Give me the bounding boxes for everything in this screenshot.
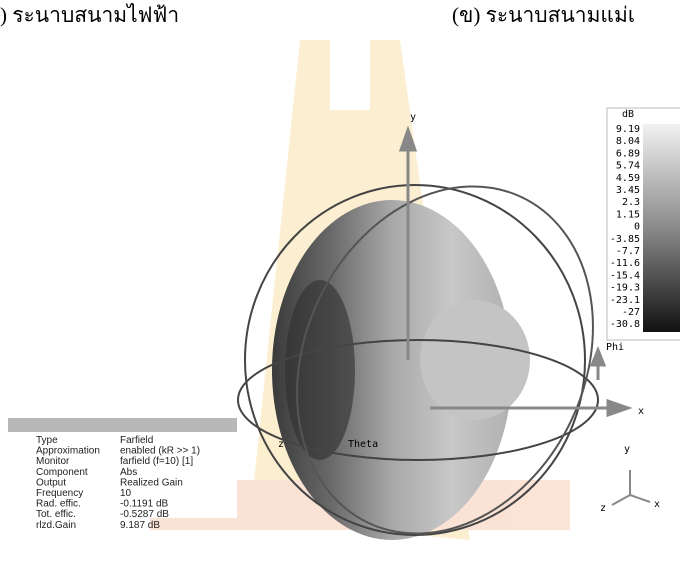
colorbar-label: 6.89 [616,148,640,159]
info-header [8,418,237,432]
colorbar-label: 1.15 [616,209,640,220]
axes [398,125,633,418]
colorbar-label: -15.4 [610,270,640,281]
info-value: Farfield [120,435,153,446]
colorbar-label: -11.6 [610,258,640,269]
info-value: enabled (kR >> 1) [120,446,200,457]
triad [611,470,651,506]
info-value: Abs [120,467,137,478]
colorbar-label: -27 [622,307,640,318]
caption: ) ระนาบสนามไฟฟ้า [0,3,179,27]
colorbar-label: -19.3 [610,283,640,294]
caption: (ข) ระนาบสนามแม่เ [452,3,635,27]
colorbar-label: 3.45 [616,185,640,196]
colorbar-label: 2.3 [622,197,640,208]
colorbar-label: -23.1 [610,295,640,306]
colorbar-label: 9.19 [616,124,640,135]
triad-label: x [654,499,660,510]
colorbar [643,124,680,332]
axis-label: z [278,439,284,450]
axis-label: y [410,112,416,123]
colorbar-label: 0 [634,222,640,233]
colorbar-label: -30.8 [610,319,640,330]
axis-label: Theta [348,439,378,450]
info-key: Type [36,435,58,446]
info-panel [8,418,237,518]
pattern [237,184,599,540]
colorbar-label: 4.59 [616,173,640,184]
colorbar-unit: dB [622,109,634,120]
info-value: -0.1191 dB [120,499,169,510]
info-key: Monitor [36,456,70,467]
info-key: Approximation [36,446,100,457]
axis-label: x [638,406,644,417]
colorbar-label: -3.85 [610,234,640,245]
info-key: Frequency [36,488,83,499]
info-value: Realized Gain [120,477,183,488]
colorbar-label: -7.7 [616,246,640,257]
info-value: -0.5287 dB [120,509,169,520]
info-key: Component [36,467,88,478]
info-key: Output [36,477,66,488]
axis-label: Phi [606,342,624,353]
info-value: 10 [120,488,132,499]
triad-label: y [624,444,630,455]
info-value: 9.187 dB [120,520,160,531]
info-key: rlzd.Gain [36,520,76,531]
triad-label: z [600,503,606,514]
colorbar-label: 5.74 [616,161,640,172]
colorbar-label: 8.04 [616,136,640,147]
info-key: Rad. effic. [36,499,81,510]
info-key: Tot. effic. [36,509,76,520]
info-value: farfield (f=10) [1] [120,456,193,467]
